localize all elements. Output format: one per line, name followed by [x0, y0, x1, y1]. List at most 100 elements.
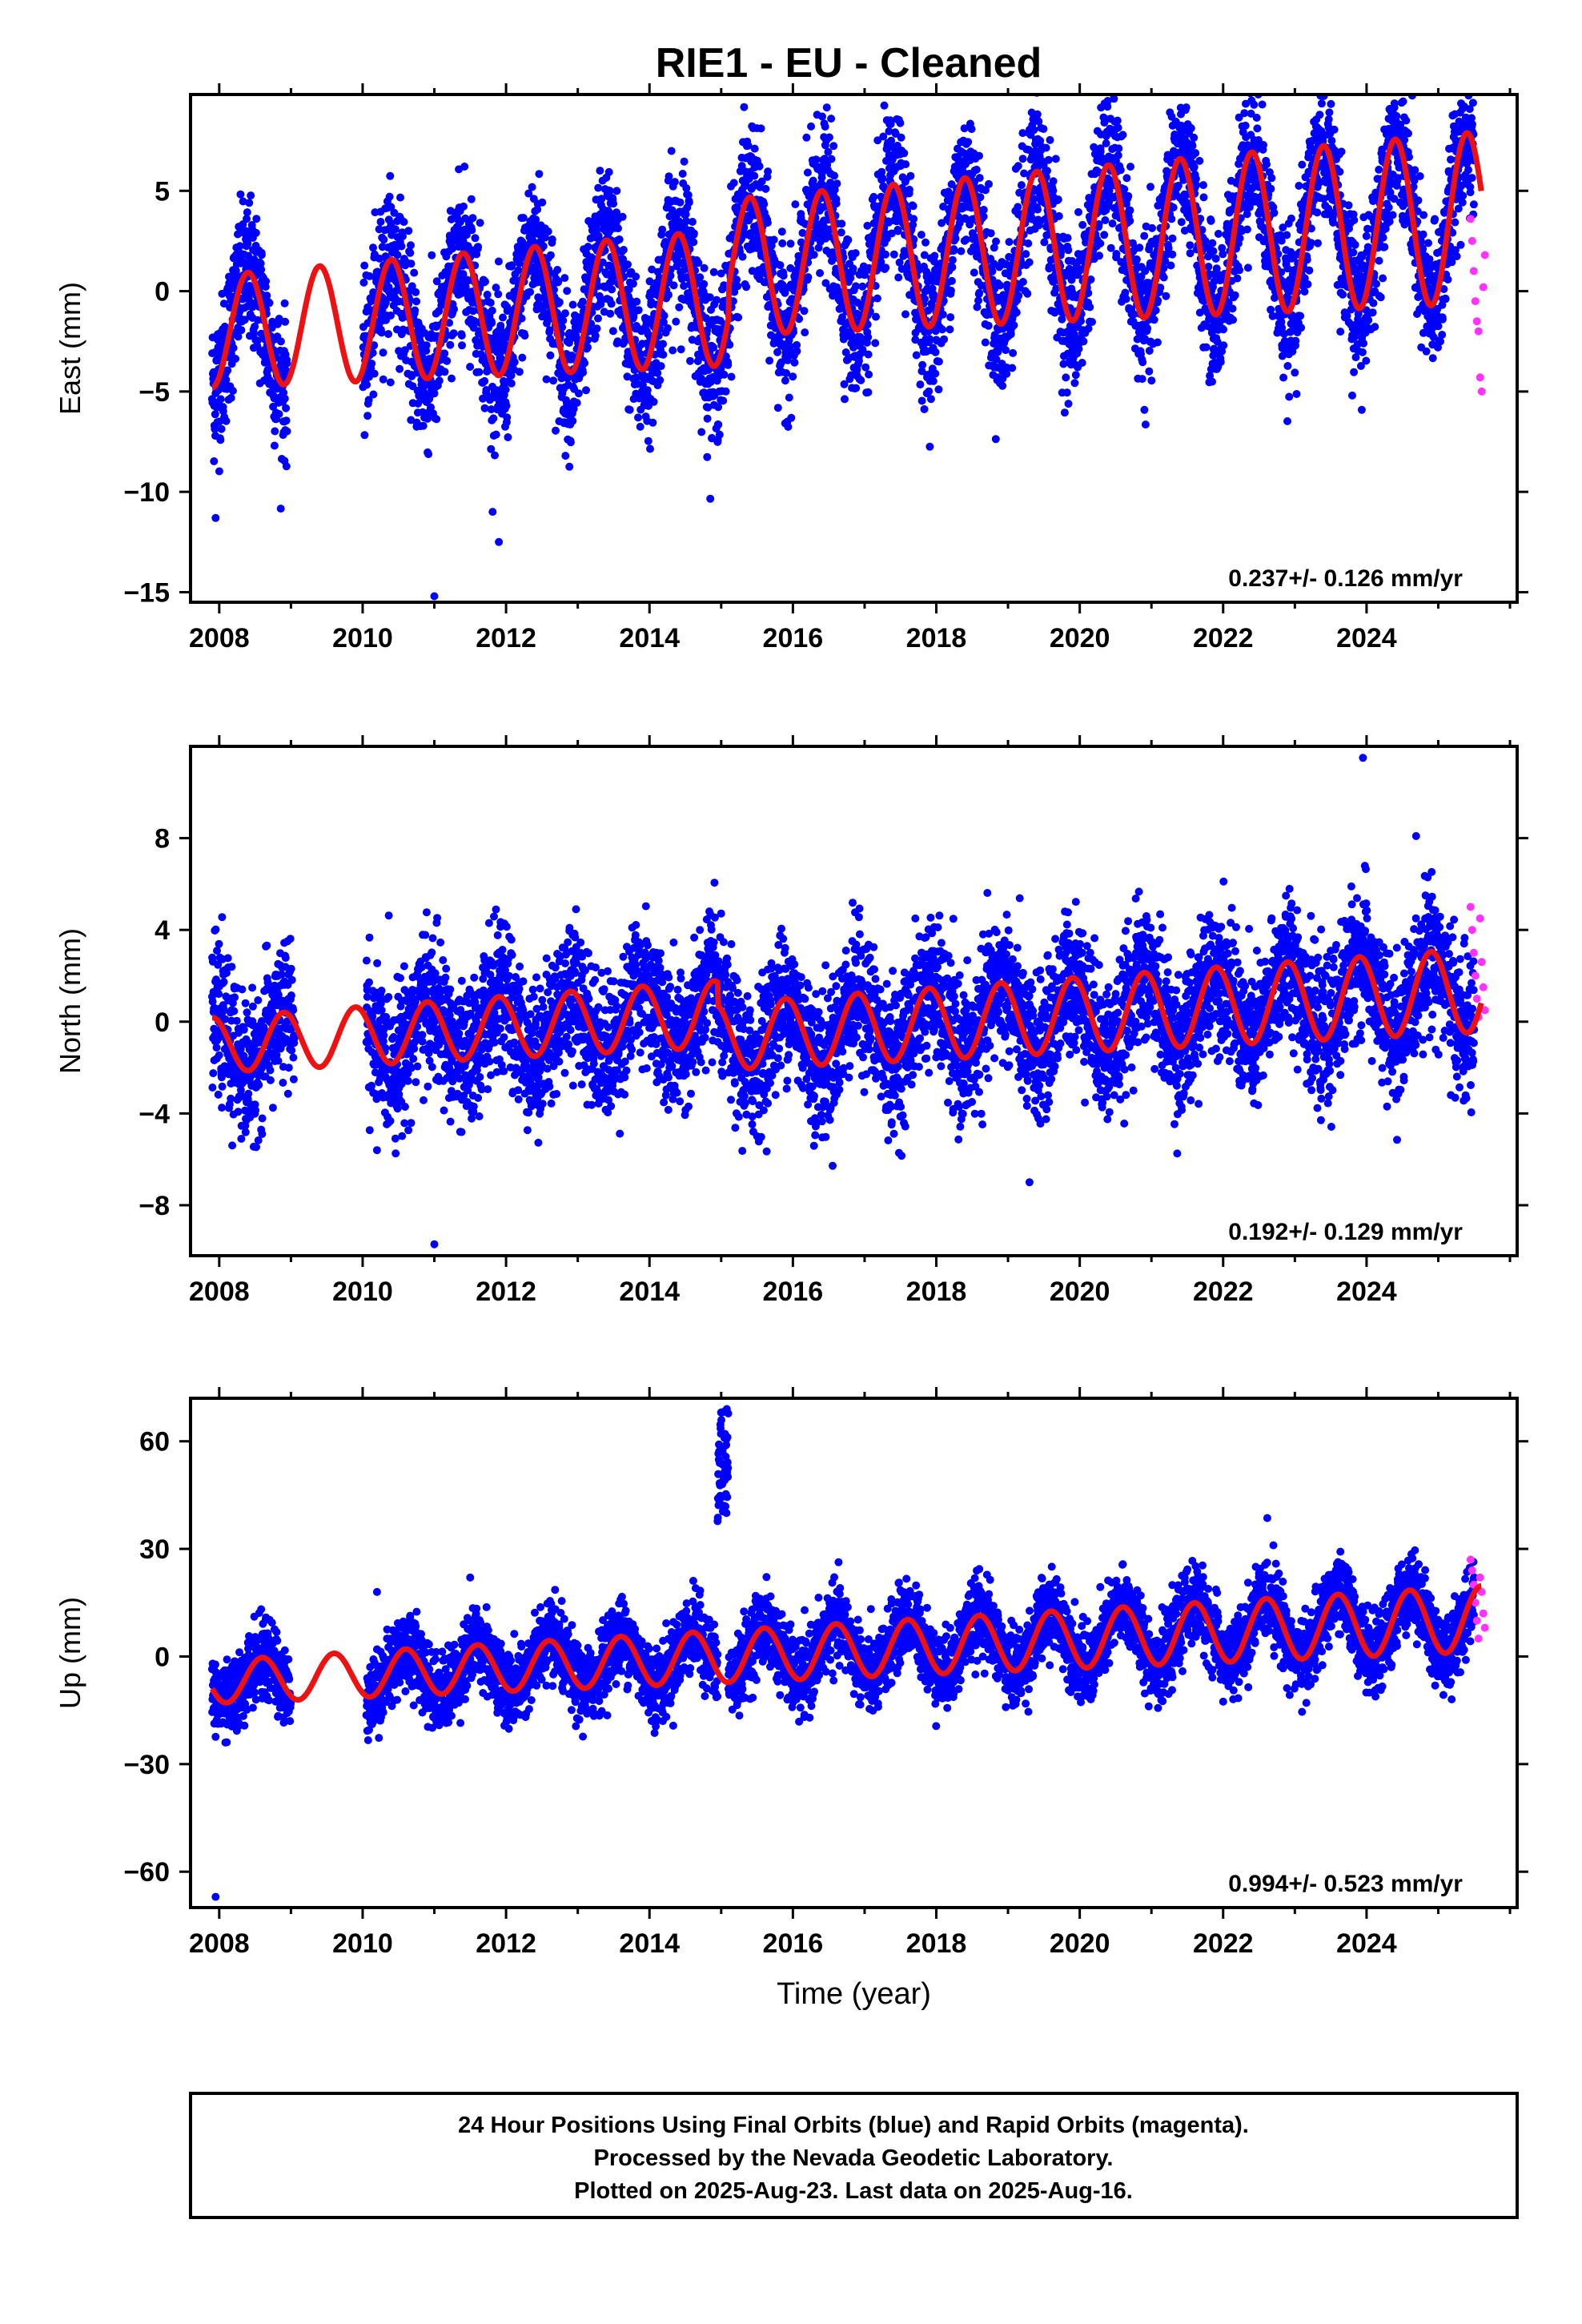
- final-orbit-point: [508, 261, 516, 270]
- final-orbit-point: [480, 376, 489, 385]
- final-orbit-point: [369, 390, 378, 399]
- final-orbit-point: [1150, 316, 1158, 324]
- final-orbit-point: [391, 225, 400, 234]
- final-orbit-point: [584, 243, 592, 251]
- final-orbit-point: [555, 298, 564, 307]
- final-orbit-point: [449, 329, 458, 338]
- final-orbit-point: [282, 404, 291, 412]
- final-orbit-point: [243, 215, 251, 223]
- final-orbit-point: [1078, 359, 1086, 367]
- final-orbit-point: [1114, 123, 1122, 132]
- final-orbit-point: [670, 178, 679, 187]
- final-orbit-point: [646, 444, 654, 453]
- final-orbit-point: [412, 297, 421, 306]
- final-orbit-point: [553, 266, 562, 274]
- final-orbit-point: [852, 384, 861, 392]
- final-orbit-point: [909, 215, 918, 223]
- final-orbit-point: [217, 424, 226, 433]
- final-orbit-point: [1062, 373, 1070, 382]
- final-orbit-point: [414, 399, 423, 408]
- final-orbit-point: [252, 215, 261, 223]
- final-orbit-point: [809, 251, 818, 259]
- final-orbit-point: [1243, 263, 1252, 272]
- final-orbit-point: [930, 251, 939, 260]
- final-orbit-point: [229, 344, 238, 352]
- final-orbit-point: [1135, 243, 1144, 252]
- final-orbit-point: [725, 340, 734, 349]
- final-orbit-point: [742, 283, 751, 292]
- final-orbit-point: [653, 368, 662, 377]
- final-orbit-point: [459, 270, 468, 279]
- final-orbit-point: [1079, 337, 1088, 346]
- final-orbit-point: [370, 369, 379, 378]
- final-orbit-point: [541, 233, 549, 242]
- final-orbit-point: [1042, 143, 1050, 152]
- final-orbit-point: [275, 410, 283, 418]
- final-orbit-point: [784, 423, 793, 431]
- final-orbit-point: [946, 313, 955, 322]
- final-orbit-point: [435, 376, 444, 385]
- final-orbit-point: [271, 427, 279, 436]
- final-orbit-point: [724, 360, 733, 369]
- final-orbit-point: [1229, 316, 1237, 324]
- final-orbit-point: [215, 467, 223, 476]
- final-orbit-point: [1263, 160, 1271, 169]
- final-orbit-point: [1168, 234, 1177, 243]
- final-orbit-point: [558, 323, 567, 332]
- final-orbit-point: [363, 380, 371, 389]
- final-orbit-point: [1108, 219, 1117, 228]
- final-orbit-point: [237, 326, 246, 335]
- final-orbit-point: [689, 229, 698, 238]
- final-orbit-point: [878, 174, 887, 183]
- final-orbit-point: [503, 307, 512, 316]
- final-orbit-point: [643, 386, 652, 395]
- final-orbit-point: [1033, 110, 1042, 119]
- final-orbit-point: [1259, 141, 1267, 149]
- final-orbit-point: [706, 494, 715, 503]
- final-orbit-point: [1211, 255, 1220, 263]
- final-orbit-point: [975, 174, 984, 183]
- final-orbit-point: [1233, 274, 1242, 283]
- final-orbit-point: [1024, 239, 1033, 247]
- final-orbit-point: [970, 268, 978, 277]
- final-orbit-point: [582, 386, 590, 395]
- final-orbit-point: [210, 457, 219, 465]
- final-orbit-point: [733, 282, 742, 291]
- final-orbit-point: [440, 349, 449, 358]
- final-orbit-point: [685, 198, 693, 207]
- final-orbit-point: [282, 416, 291, 425]
- final-orbit-point: [275, 315, 283, 323]
- final-orbit-point: [793, 347, 801, 356]
- final-orbit-point: [231, 266, 240, 275]
- final-orbit-point: [672, 317, 681, 326]
- final-orbit-point: [951, 234, 960, 243]
- final-orbit-point: [1010, 321, 1018, 330]
- final-orbit-point: [227, 393, 235, 402]
- final-orbit-point: [1126, 216, 1134, 225]
- final-orbit-point: [1122, 174, 1131, 183]
- final-orbit-point: [849, 264, 857, 273]
- final-orbit-point: [832, 199, 841, 208]
- final-orbit-point: [697, 428, 706, 436]
- final-orbit-point: [1064, 400, 1073, 408]
- final-orbit-point: [515, 368, 524, 376]
- final-orbit-point: [777, 227, 786, 236]
- final-orbit-point: [400, 218, 408, 227]
- final-orbit-point: [1235, 266, 1244, 275]
- final-orbit-point: [364, 396, 373, 404]
- final-orbit-point: [645, 277, 654, 286]
- final-orbit-point: [491, 451, 499, 460]
- final-orbit-point: [827, 155, 836, 163]
- final-orbit-point: [548, 235, 556, 243]
- final-orbit-point: [247, 191, 255, 200]
- final-orbit-point: [938, 310, 947, 319]
- final-orbit-point: [1014, 203, 1022, 211]
- final-orbit-point: [1231, 291, 1239, 300]
- final-orbit-point: [666, 271, 675, 280]
- final-orbit-point: [377, 328, 386, 337]
- final-orbit-point: [781, 376, 789, 385]
- final-orbit-point: [1051, 155, 1060, 163]
- final-orbit-point: [686, 356, 694, 365]
- final-orbit-point: [632, 297, 641, 306]
- final-orbit-point: [604, 167, 613, 176]
